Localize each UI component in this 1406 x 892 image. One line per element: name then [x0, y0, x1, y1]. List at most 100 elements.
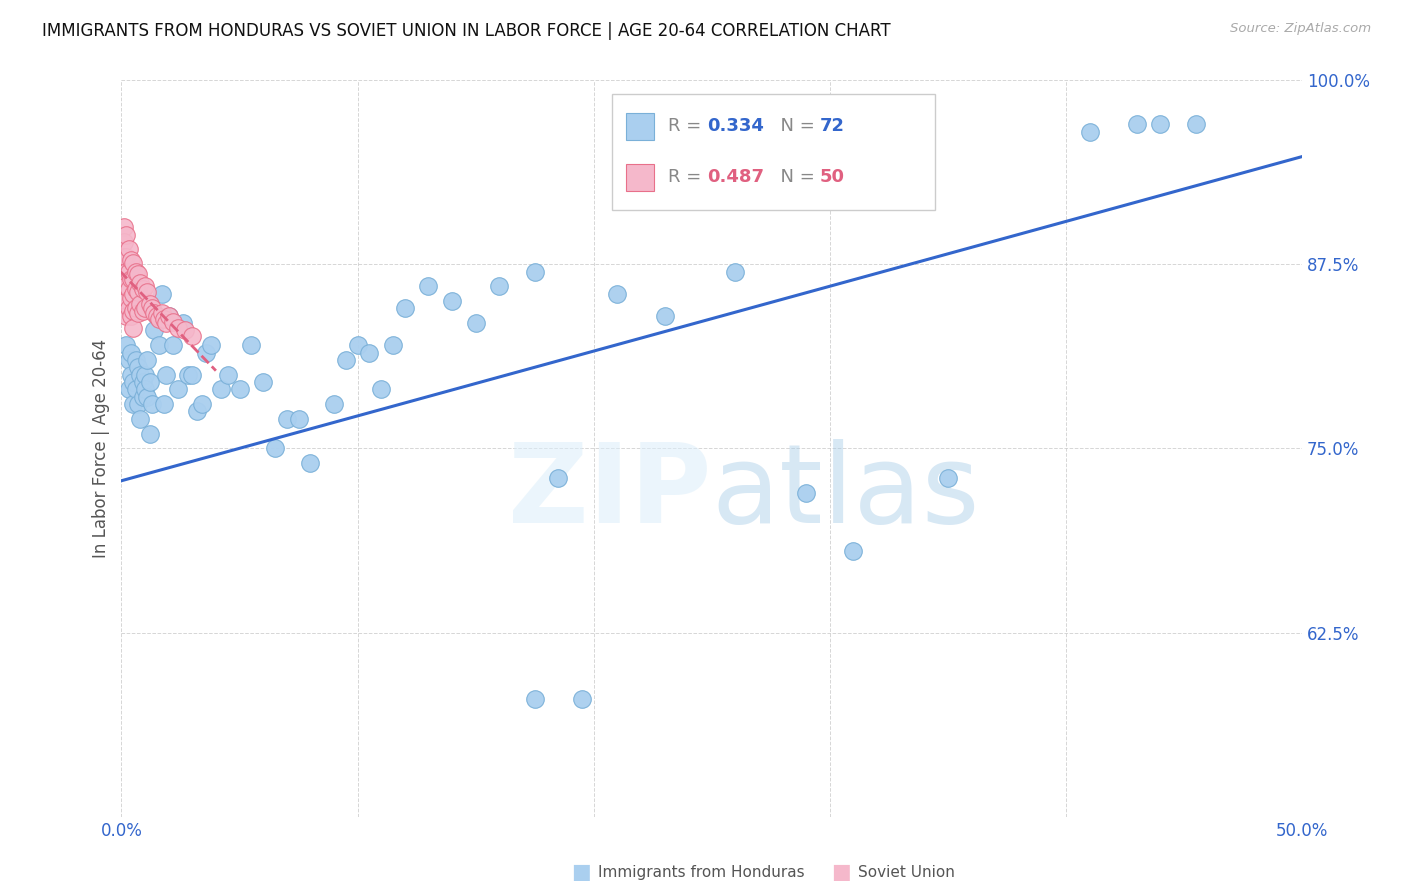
Point [167, 383, 190, 397]
Point [112, 264, 135, 278]
Point [122, 375, 145, 389]
Point [276, 412, 298, 426]
Point [117, 353, 139, 368]
Point [143, 323, 166, 337]
Point [488, 279, 510, 293]
Point [122, 255, 145, 269]
Y-axis label: In Labor Force | Age 20-64: In Labor Force | Age 20-64 [93, 339, 110, 558]
Text: R =: R = [668, 117, 707, 135]
Point [335, 353, 357, 368]
Text: ■: ■ [831, 863, 851, 882]
Point [209, 383, 232, 397]
Point [190, 397, 212, 411]
Point [162, 338, 184, 352]
Text: 72: 72 [820, 117, 845, 135]
Point [172, 316, 194, 330]
Point [150, 306, 173, 320]
Text: N =: N = [769, 169, 821, 186]
Point [127, 397, 149, 411]
Point [120, 309, 142, 323]
Point [176, 368, 198, 382]
Point [139, 426, 162, 441]
Point [155, 368, 177, 382]
Point [181, 329, 204, 343]
Point [139, 375, 162, 389]
Point [117, 264, 139, 278]
Text: ZIP: ZIP [509, 439, 711, 546]
Point [370, 383, 392, 397]
Point [346, 338, 368, 352]
Point [523, 264, 546, 278]
Point [842, 544, 865, 558]
Point [124, 282, 146, 296]
Point [139, 297, 162, 311]
Point [131, 304, 153, 318]
Point [141, 397, 163, 411]
Text: 50: 50 [820, 169, 845, 186]
Point [127, 268, 149, 282]
Point [153, 311, 176, 326]
Point [724, 264, 747, 278]
Text: Source: ZipAtlas.com: Source: ZipAtlas.com [1230, 22, 1371, 36]
Point [120, 252, 142, 267]
Text: IMMIGRANTS FROM HONDURAS VS SOVIET UNION IN LABOR FORCE | AGE 20-64 CORRELATION : IMMIGRANTS FROM HONDURAS VS SOVIET UNION… [42, 22, 891, 40]
Text: Immigrants from Honduras: Immigrants from Honduras [598, 865, 804, 880]
Point [131, 282, 153, 296]
Point [122, 272, 145, 286]
Point [131, 375, 153, 389]
Point [124, 301, 146, 316]
Point [1078, 124, 1101, 138]
Point [117, 243, 139, 257]
Point [129, 277, 152, 291]
Point [571, 691, 593, 706]
Point [115, 309, 138, 323]
Point [141, 301, 163, 316]
Point [440, 293, 463, 308]
Point [181, 368, 204, 382]
Point [252, 375, 274, 389]
Point [394, 301, 416, 316]
Point [124, 264, 146, 278]
Point [134, 368, 156, 382]
Point [240, 338, 263, 352]
Point [523, 691, 546, 706]
Point [186, 404, 208, 418]
Point [195, 345, 218, 359]
Point [1126, 117, 1149, 131]
Text: atlas: atlas [711, 439, 980, 546]
Point [112, 250, 135, 264]
Point [115, 338, 138, 352]
Point [134, 301, 156, 316]
Text: Soviet Union: Soviet Union [858, 865, 955, 880]
Point [112, 220, 135, 235]
Point [1184, 117, 1206, 131]
Point [115, 250, 138, 264]
Text: ■: ■ [571, 863, 591, 882]
Point [136, 285, 159, 300]
Point [359, 345, 381, 359]
Point [122, 320, 145, 334]
Point [174, 323, 197, 337]
Point [155, 316, 177, 330]
Point [146, 309, 169, 323]
Point [129, 368, 152, 382]
Point [127, 285, 149, 300]
Point [464, 316, 486, 330]
Point [134, 279, 156, 293]
Point [127, 360, 149, 375]
Point [115, 293, 138, 308]
Point [112, 279, 135, 293]
Point [131, 390, 153, 404]
Point [150, 286, 173, 301]
Point [136, 353, 159, 368]
Point [162, 315, 184, 329]
Point [217, 368, 239, 382]
Point [264, 442, 287, 456]
Point [115, 279, 138, 293]
Point [122, 286, 145, 301]
Point [323, 397, 346, 411]
Point [547, 471, 569, 485]
Point [382, 338, 405, 352]
Point [129, 412, 152, 426]
Point [287, 412, 309, 426]
